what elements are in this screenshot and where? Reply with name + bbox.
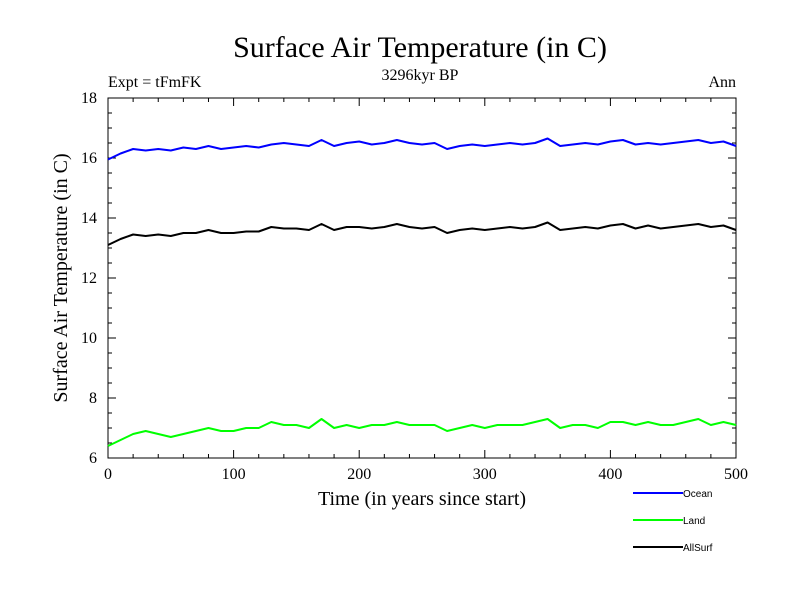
series-lines (107, 137, 737, 447)
x-tick-label: 400 (598, 466, 622, 483)
x-tick-label: 200 (347, 466, 371, 483)
chart-subtitle: 3296kyr BP (382, 67, 459, 84)
y-tick-label: 18 (81, 90, 97, 107)
legend-label-allsurf: AllSurf (683, 543, 713, 554)
y-tick-label: 10 (81, 330, 97, 347)
series-line-land (107, 418, 737, 447)
plot-border (107, 97, 737, 459)
plot-area (107, 97, 737, 459)
chart-legend: Ocean Land AllSurf (633, 489, 713, 554)
x-tick-label: 0 (104, 466, 112, 483)
y-axis-label: Surface Air Temperature (in C) (50, 153, 72, 402)
y-tick-label: 6 (89, 450, 97, 467)
axis-ticks: 0 100 200 300 400 500 6 8 10 12 14 16 18 (81, 90, 748, 483)
y-tick-label: 16 (81, 150, 97, 167)
legend-label-ocean: Ocean (683, 489, 712, 500)
chart-title: Surface Air Temperature (in C) (233, 31, 607, 64)
y-tick-label: 14 (81, 210, 97, 227)
series-line-ocean (107, 137, 737, 161)
x-tick-label: 100 (222, 466, 246, 483)
season-label: Ann (708, 74, 736, 91)
x-tick-label: 500 (724, 466, 748, 483)
y-tick-label: 8 (89, 390, 97, 407)
experiment-label: Expt = tFmFK (108, 74, 202, 91)
x-tick-label: 300 (473, 466, 497, 483)
legend-label-land: Land (683, 516, 705, 527)
series-line-allsurf (107, 221, 737, 246)
y-tick-label: 12 (81, 270, 97, 287)
x-axis-label: Time (in years since start) (318, 488, 526, 510)
